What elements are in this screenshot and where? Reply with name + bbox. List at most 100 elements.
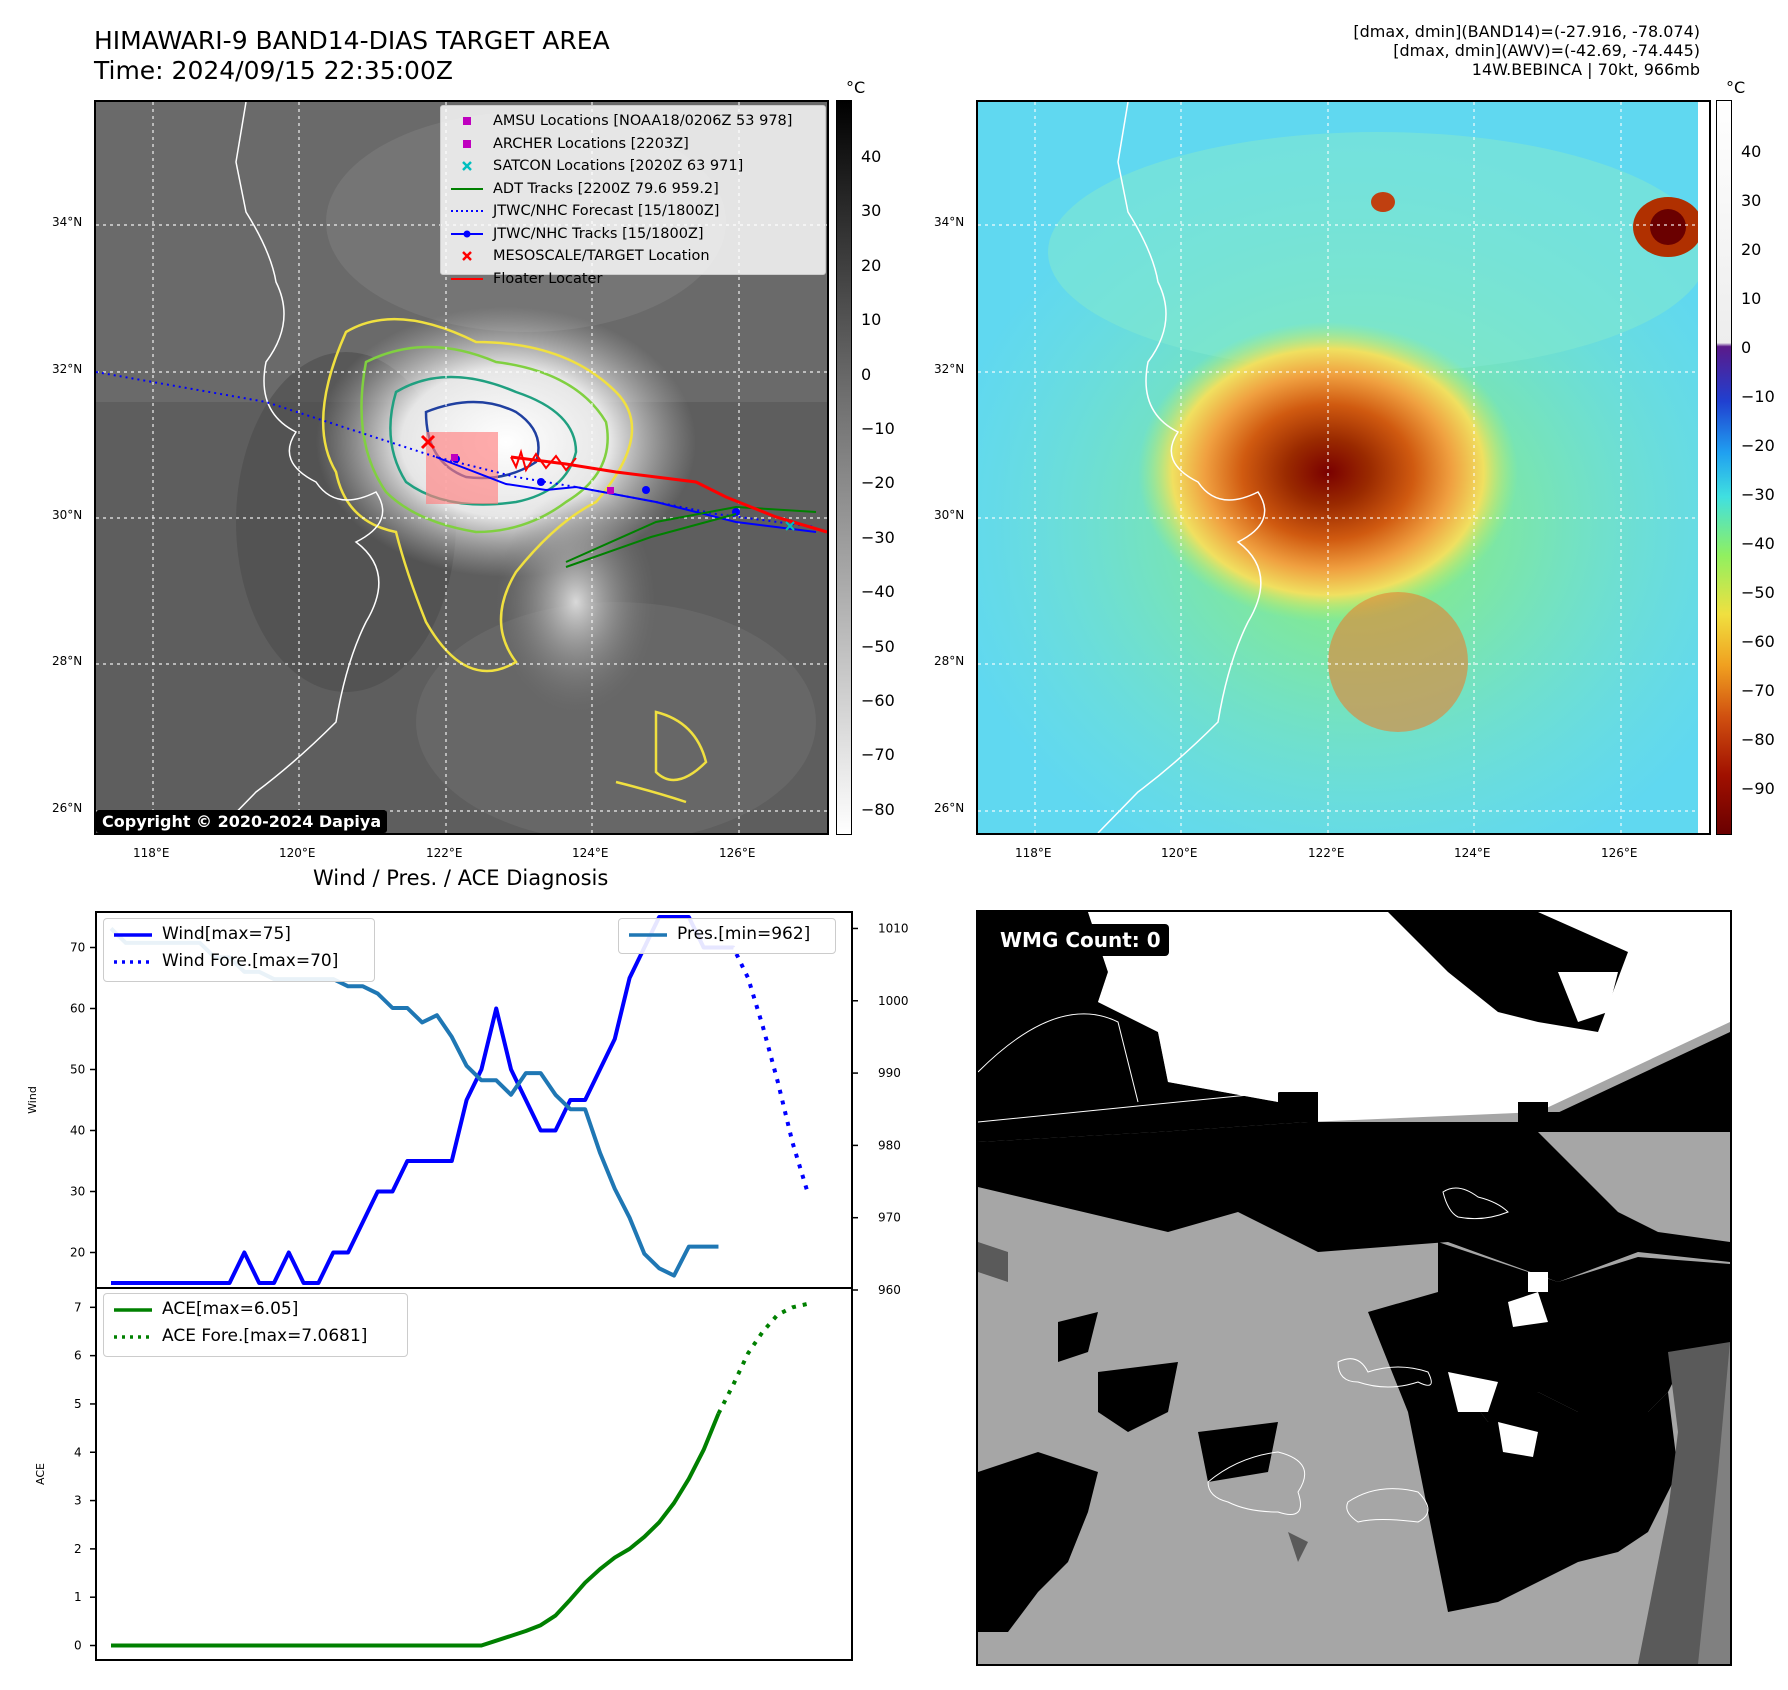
legend-label: SATCON Locations [2020Z 63 971] — [493, 158, 744, 174]
lon-label: 126°E — [719, 846, 756, 860]
awv-colorbar-tick-label: −90 — [1741, 779, 1775, 798]
line-icon — [112, 925, 154, 945]
ir-colorbar-tick-label: 0 — [861, 364, 872, 384]
lat-label: 30°N — [52, 508, 83, 522]
figure-title: HIMAWARI-9 BAND14-DIAS TARGET AREA Time:… — [94, 26, 610, 86]
lon-label: 122°E — [1308, 846, 1345, 860]
lat-label: 28°N — [52, 654, 83, 668]
legend-item-amsu: AMSU Locations [NOAA18/0206Z 53 978] — [449, 110, 817, 133]
y-tick-label: 2 — [74, 1542, 82, 1556]
awv-colorbar-tick-label: −30 — [1741, 485, 1775, 504]
square-marker-icon — [449, 111, 485, 131]
awv-colorbar-tick-label: −80 — [1741, 730, 1775, 749]
ace-series-line-1 — [716, 1301, 808, 1415]
series-line-0 — [111, 915, 734, 1285]
lat-label: 26°N — [934, 801, 965, 815]
y-tick-label: 7 — [74, 1300, 82, 1314]
y-tick-label: 70 — [70, 941, 85, 955]
pressure-legend: Pres.[min=962] — [618, 918, 836, 954]
line-icon — [449, 269, 485, 289]
ir-colorbar-tick-label: −50 — [861, 636, 895, 656]
y-tick-label: 30 — [70, 1185, 85, 1199]
line-icon — [627, 925, 669, 945]
awv-map-panel — [976, 100, 1711, 835]
legend-label: ACE Fore.[max=7.0681] — [162, 1326, 368, 1346]
lon-label: 118°E — [133, 846, 170, 860]
ir-colorbar-unit: °C — [846, 78, 866, 97]
band14-range: [dmax, dmin](BAND14)=(-27.916, -78.074) — [1353, 22, 1700, 41]
title-satellite: HIMAWARI-9 BAND14-DIAS TARGET AREA — [94, 26, 610, 55]
line-dot-icon — [449, 224, 485, 244]
legend-item-floater: Floater Locater — [449, 268, 817, 291]
ir-colorbar-tick-label: 30 — [861, 201, 882, 221]
ir-colorbar-tick-label: 10 — [861, 310, 882, 330]
storm-info: [dmax, dmin](BAND14)=(-27.916, -78.074) … — [1353, 22, 1700, 79]
ir-colorbar-tick-label: −80 — [861, 799, 895, 819]
y-tick-label: 50 — [70, 1063, 85, 1077]
awv-range: [dmax, dmin](AWV)=(-42.69, -74.445) — [1393, 41, 1700, 60]
lat-label: 34°N — [934, 215, 965, 229]
y2-tick-label: 960 — [878, 1283, 901, 1297]
legend-item-satcon: SATCON Locations [2020Z 63 971] — [449, 155, 817, 178]
awv-colorbar-tick-label: −60 — [1741, 632, 1775, 651]
y-axis-label: ACE — [34, 1463, 47, 1485]
ir-colorbar-tick-label: −70 — [861, 745, 895, 765]
title-time: Time: 2024/09/15 22:35:00Z — [94, 56, 453, 85]
ir-colorbar-tick-label: −10 — [861, 419, 895, 438]
line-icon — [112, 1300, 154, 1320]
dotted-line-icon — [449, 201, 485, 221]
y-tick-label: 6 — [74, 1349, 82, 1363]
awv-colorbar-tick-label: −50 — [1741, 583, 1775, 602]
legend-item-archer: ARCHER Locations [2203Z] — [449, 133, 817, 156]
x-marker-icon — [449, 246, 485, 266]
legend-label: JTWC/NHC Forecast [15/1800Z] — [493, 203, 720, 219]
y-axis-label: Wind — [26, 1086, 39, 1114]
awv-colorbar-tick-label: −20 — [1741, 436, 1775, 455]
lon-label: 126°E — [1601, 846, 1638, 860]
legend-item-jtwc-tracks: JTWC/NHC Tracks [15/1800Z] — [449, 223, 817, 246]
y-tick-label: 0 — [74, 1639, 82, 1653]
y-tick-label: 40 — [70, 1124, 85, 1138]
legend-item-pressure: Pres.[min=962] — [627, 921, 827, 948]
x-marker-icon — [449, 156, 485, 176]
ir-colorbar-tick-label: 40 — [861, 147, 882, 166]
legend-label: AMSU Locations [NOAA18/0206Z 53 978] — [493, 113, 793, 129]
legend-label: ACE[max=6.05] — [162, 1299, 299, 1319]
wind-legend: Wind[max=75] Wind Fore.[max=70] — [103, 918, 375, 982]
awv-map-image — [978, 102, 1709, 833]
dotted-line-icon — [112, 1327, 154, 1347]
square-marker-icon — [449, 134, 485, 154]
legend-item-wind-forecast: Wind Fore.[max=70] — [112, 948, 366, 975]
legend-label: JTWC/NHC Tracks [15/1800Z] — [493, 225, 704, 242]
ir-colorbar-tick-label: 20 — [861, 255, 882, 275]
awv-colorbar-tick-label: 30 — [1741, 191, 1762, 210]
y-tick-label: 20 — [70, 1246, 85, 1260]
lat-label: 32°N — [934, 362, 965, 376]
ace-legend: ACE[max=6.05] ACE Fore.[max=7.0681] — [103, 1293, 408, 1357]
legend-label: ADT Tracks [2200Z 79.6 959.2] — [493, 180, 719, 197]
y2-tick-label: 1000 — [878, 994, 909, 1008]
ace-plot-frame — [95, 1287, 853, 1661]
legend-item-adt: ADT Tracks [2200Z 79.6 959.2] — [449, 178, 817, 201]
y-tick-label: 5 — [74, 1397, 82, 1411]
ace-series-line-0 — [111, 1412, 721, 1648]
ir-colorbar-tick-label: −40 — [861, 582, 895, 602]
lat-label: 30°N — [934, 508, 965, 522]
y2-tick-label: 970 — [878, 1211, 901, 1225]
ir-colorbar-tick-label: −20 — [861, 473, 895, 493]
lon-label: 120°E — [1161, 846, 1198, 860]
line-icon — [449, 179, 485, 199]
awv-colorbar-tick-label: −10 — [1741, 387, 1775, 406]
lat-label: 28°N — [934, 654, 965, 668]
copyright-badge: Copyright © 2020-2024 Dapiya — [96, 810, 388, 833]
y-tick-label: 4 — [74, 1445, 82, 1459]
legend-item-mesoscale: MESOSCALE/TARGET Location — [449, 245, 817, 268]
awv-colorbar-tick-label: 10 — [1741, 289, 1762, 308]
legend-label: Floater Locater — [493, 270, 603, 287]
ir-colorbar-tick-label: −30 — [861, 527, 895, 547]
legend-label: Wind[max=75] — [162, 924, 291, 944]
awv-colorbar — [1716, 100, 1732, 835]
lon-label: 124°E — [572, 846, 609, 860]
ir-colorbar — [836, 100, 852, 835]
